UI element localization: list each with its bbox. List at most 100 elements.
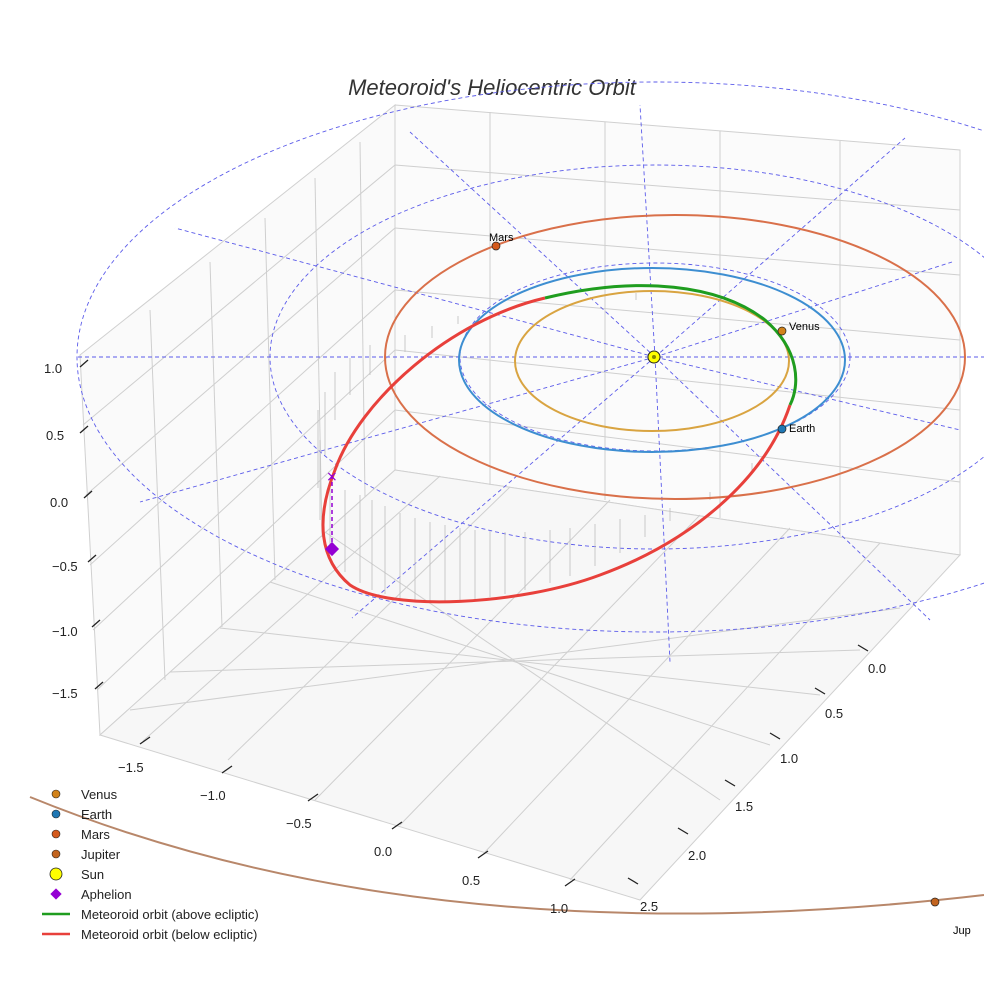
legend-below-label: Meteoroid orbit (below ecliptic) (81, 927, 257, 942)
x-tick-label: −1.0 (200, 788, 226, 803)
grid-line (142, 475, 441, 742)
grid-line (394, 409, 961, 483)
legend-aphelion-label: Aphelion (81, 887, 132, 902)
grid-line (324, 531, 721, 801)
z-tick-label: −1.5 (52, 686, 78, 701)
grid-line (92, 349, 396, 631)
y-tick-label: 2.0 (688, 848, 706, 863)
mars-orbit (384, 214, 966, 500)
x-tick-mark (564, 878, 576, 887)
x-tick-mark (221, 765, 233, 774)
y-tick-mark (769, 732, 781, 740)
z-tick-label: 0.5 (46, 428, 64, 443)
y-tick-mark (627, 877, 639, 885)
aphelion-marker (324, 541, 340, 557)
ecliptic-ring (76, 81, 984, 633)
z-tick-label: −0.5 (52, 559, 78, 574)
venus-label: Venus (789, 321, 820, 333)
y-axis: 0.0 0.5 1.0 1.5 2.0 2.5 (627, 644, 886, 914)
legend-above-label: Meteoroid orbit (above ecliptic) (81, 907, 259, 922)
earth-orbit (458, 267, 846, 453)
y-tick-label: 0.5 (825, 706, 843, 721)
z-tick-label: 1.0 (44, 361, 62, 376)
axes-grid (79, 103, 962, 901)
ecliptic-spoke (139, 356, 656, 503)
jupiter-label: Jup (953, 925, 971, 937)
ecliptic-grid (76, 81, 984, 663)
x-tick-mark (139, 736, 151, 745)
chart-title: Meteoroid's Heliocentric Orbit (348, 75, 637, 100)
x-tick-label: 0.5 (462, 873, 480, 888)
z-tick-mark (79, 425, 89, 434)
meteoroid-orbit-below (321, 296, 792, 604)
grid-line (227, 486, 511, 761)
grid-line (314, 177, 323, 538)
z-tick-mark (87, 554, 97, 563)
y-tick-label: 0.0 (868, 661, 886, 676)
y-tick-mark (724, 779, 736, 787)
meteoroid-orbit-above (544, 284, 798, 406)
grid-line (399, 514, 701, 826)
legend-jupiter-icon (51, 849, 61, 859)
z-tick-mark (91, 619, 101, 628)
grid-line (96, 409, 396, 691)
x-axis: −1.5 −1.0 −0.5 0.0 0.5 1.0 (118, 736, 576, 916)
grid-line (394, 164, 961, 211)
grid-line (82, 164, 396, 426)
grid-line (569, 542, 881, 881)
z-tick-mark (79, 359, 89, 368)
z-tick-mark (83, 490, 93, 499)
z-axis: 1.0 0.5 0.0 −0.5 −1.0 −1.5 (44, 359, 104, 701)
legend-sun-label: Sun (81, 867, 104, 882)
grid-line (85, 227, 396, 496)
legend-venus-label: Venus (81, 787, 118, 802)
ecliptic-spoke (654, 137, 906, 358)
grid-line (394, 349, 961, 411)
legend: Venus Earth Mars Jupiter Sun Aphelion Me… (42, 787, 259, 942)
legend-sun-icon (49, 867, 63, 881)
ecliptic-spoke (654, 356, 931, 621)
earth-marker (777, 424, 787, 434)
sun-core (652, 355, 656, 359)
mars-label: Mars (489, 232, 514, 244)
z-tick-mark (94, 681, 104, 690)
y-tick-mark (677, 827, 689, 835)
y-tick-mark (857, 644, 869, 652)
grid-line (209, 261, 223, 628)
floor-pane (99, 469, 962, 901)
legend-mars-icon (51, 829, 61, 839)
x-tick-label: −0.5 (286, 816, 312, 831)
aphelion-projection-cross: × (326, 469, 338, 485)
ecliptic-spoke (639, 104, 656, 358)
grid-line (269, 581, 771, 746)
mars-marker (491, 241, 501, 251)
x-tick-label: 1.0 (550, 901, 568, 916)
x-tick-mark (307, 793, 319, 802)
z-tick-label: −1.0 (52, 624, 78, 639)
ecliptic-spoke (654, 356, 671, 663)
grid-line (394, 227, 961, 276)
legend-mars-label: Mars (81, 827, 110, 842)
x-tick-label: 0.0 (374, 844, 392, 859)
z-tick-label: 0.0 (50, 495, 68, 510)
grid-line (264, 217, 276, 581)
legend-earth-label: Earth (81, 807, 112, 822)
y-tick-label: 1.5 (735, 799, 753, 814)
grid-line (129, 607, 901, 711)
venus-marker (777, 326, 787, 336)
grid-line (394, 289, 961, 341)
ecliptic-spoke (654, 261, 953, 358)
y-tick-mark (814, 687, 826, 695)
venus-orbit (514, 290, 790, 432)
grid-line (484, 527, 791, 853)
earth-label: Earth (789, 423, 815, 435)
grid-line (314, 499, 611, 801)
jupiter-marker (930, 897, 940, 907)
x-tick-mark (391, 821, 403, 830)
ecliptic-spoke (351, 356, 656, 619)
y-tick-label: 1.0 (780, 751, 798, 766)
x-tick-mark (477, 850, 489, 859)
grid-line (219, 627, 821, 696)
x-tick-label: −1.5 (118, 760, 144, 775)
